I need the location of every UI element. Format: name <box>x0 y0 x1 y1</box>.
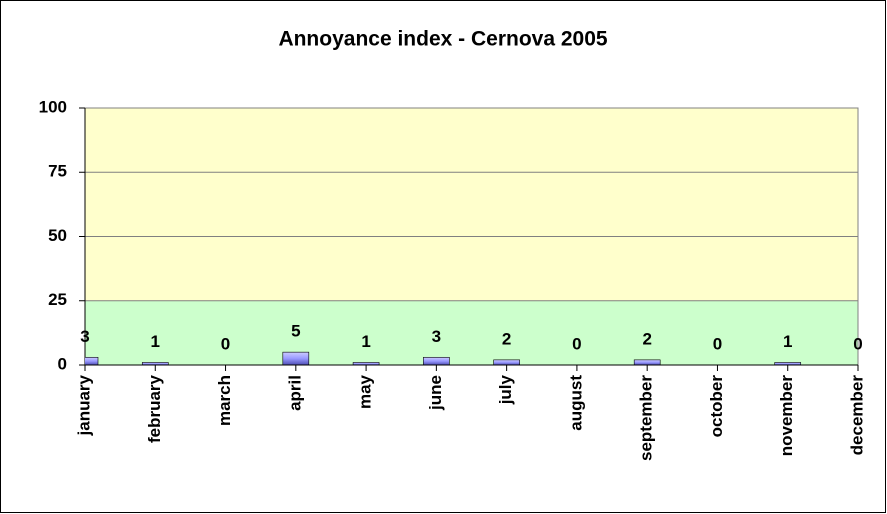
data-label: 1 <box>361 332 370 351</box>
data-label: 3 <box>80 327 89 346</box>
bar <box>85 356 99 366</box>
x-tick-label: february <box>145 374 164 443</box>
x-tick-label: june <box>426 375 445 411</box>
data-label: 5 <box>291 322 300 341</box>
x-tick-label: january <box>74 374 93 436</box>
data-label: 2 <box>642 329 651 348</box>
data-label: 3 <box>432 327 441 346</box>
y-tick-label: 25 <box>48 290 67 309</box>
bars <box>85 351 802 366</box>
x-tick-label: april <box>285 375 304 411</box>
data-label: 0 <box>221 334 230 353</box>
data-label: 0 <box>572 334 581 353</box>
y-tick-label: 75 <box>48 162 67 181</box>
x-tick-label: november <box>777 375 796 457</box>
y-tick-label: 0 <box>58 354 67 373</box>
data-label: 2 <box>502 329 511 348</box>
y-tick-label: 50 <box>48 226 67 245</box>
x-tick-label: march <box>215 375 234 426</box>
y-tick-label: 100 <box>39 97 67 116</box>
data-label: 1 <box>151 332 160 351</box>
x-tick-label: july <box>496 374 515 405</box>
x-tick-label: september <box>637 375 656 461</box>
x-tick-label: october <box>707 375 726 438</box>
x-tick-label: august <box>566 375 585 431</box>
data-label: 1 <box>783 332 792 351</box>
bar <box>282 351 310 366</box>
data-label: 0 <box>853 334 862 353</box>
bar <box>493 359 520 366</box>
chart-title: Annoyance index - Cernova 2005 <box>278 28 607 51</box>
bar <box>423 356 450 366</box>
x-tick-label: may <box>356 374 375 409</box>
data-label: 0 <box>713 334 722 353</box>
band <box>85 300 858 365</box>
bar <box>633 359 661 366</box>
band <box>85 108 858 301</box>
x-tick-label: december <box>847 375 866 456</box>
